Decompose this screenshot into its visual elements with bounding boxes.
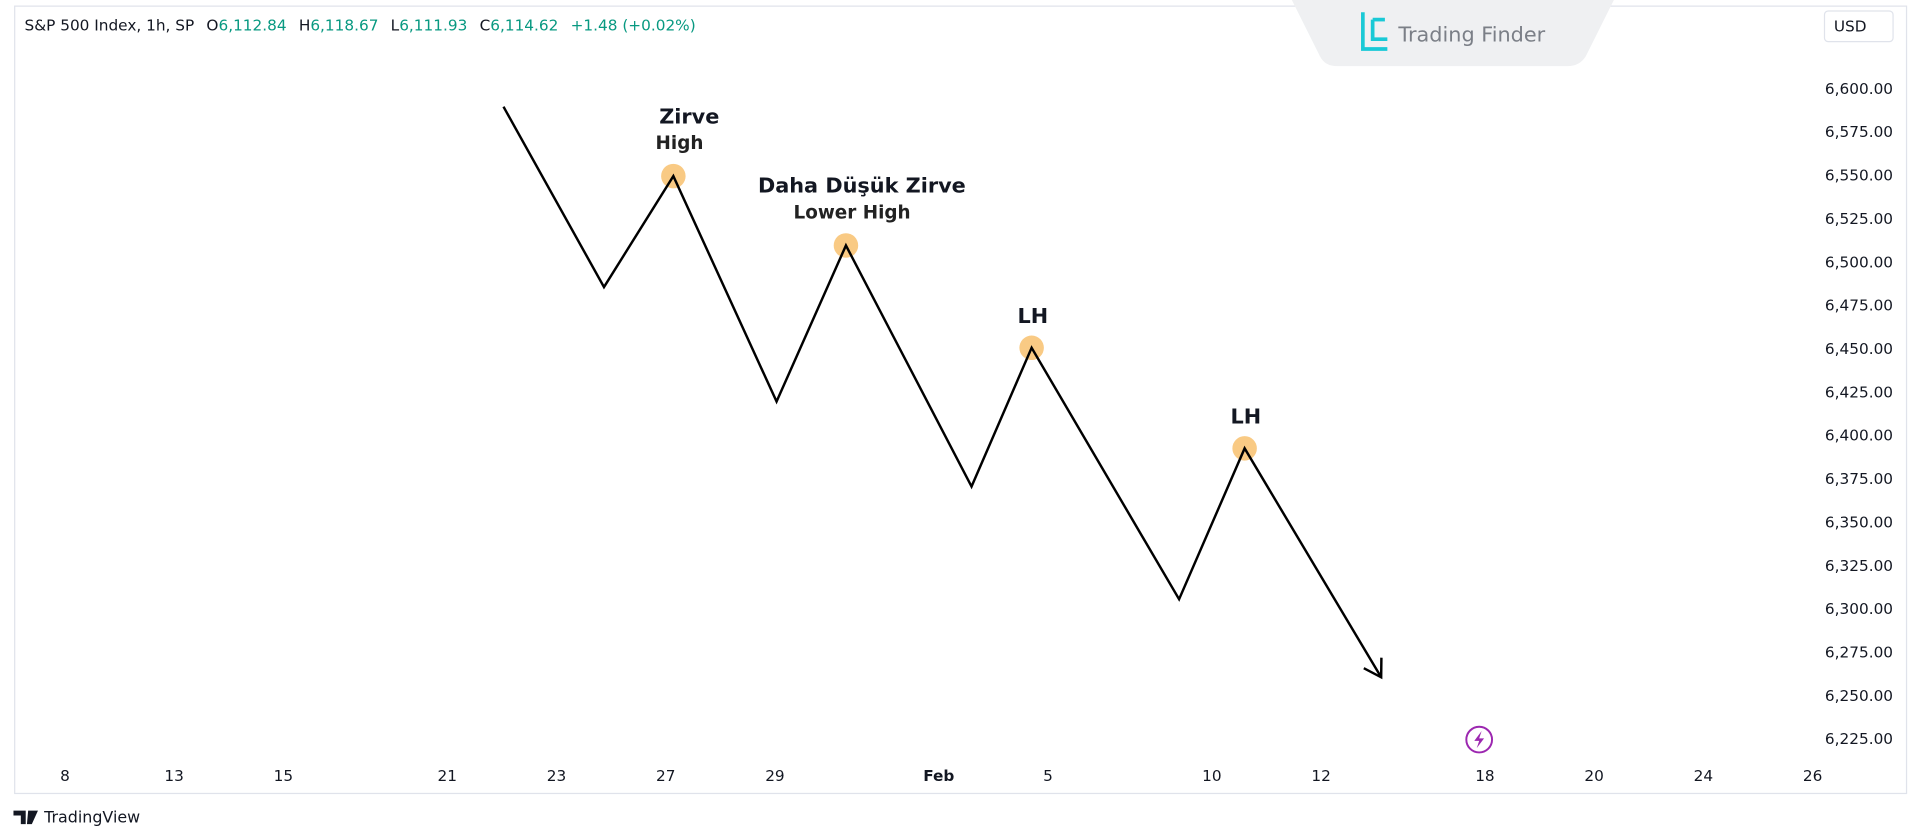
y-tick-label: 6,275.00 <box>1825 643 1893 661</box>
symbol: S&P 500 Index, 1h, SP <box>24 16 194 34</box>
y-tick-label: 6,250.00 <box>1825 687 1893 705</box>
annotation-sub: Lower High <box>794 203 911 224</box>
close-label: C <box>480 16 491 34</box>
open: 6,112.84 <box>218 16 286 34</box>
x-tick-label: Feb <box>923 767 954 785</box>
x-tick-label: 10 <box>1202 767 1221 785</box>
y-tick-label: 6,475.00 <box>1825 297 1893 315</box>
x-tick-label: 27 <box>656 767 675 785</box>
x-tick-label: 8 <box>60 767 70 785</box>
y-tick-label: 6,575.00 <box>1825 123 1893 141</box>
y-tick-label: 6,525.00 <box>1825 210 1893 228</box>
currency[interactable]: USD <box>1834 17 1867 35</box>
y-tick-label: 6,375.00 <box>1825 470 1893 488</box>
currency-box[interactable] <box>1823 10 1894 43</box>
y-tick-label: 6,425.00 <box>1825 383 1893 401</box>
annotation: Zirve <box>659 104 719 128</box>
logo-icon <box>1361 12 1388 51</box>
y-tick-label: 6,225.00 <box>1825 730 1893 748</box>
x-tick-label: 20 <box>1584 767 1603 785</box>
open-label: O <box>206 16 218 34</box>
y-tick-label: 6,400.00 <box>1825 427 1893 445</box>
lightning-icon[interactable] <box>1465 725 1494 754</box>
close: 6,114.62 <box>490 16 558 34</box>
arrow-head <box>1363 657 1383 680</box>
high-label: H <box>299 16 311 34</box>
high: 6,118.67 <box>310 16 378 34</box>
footer-brand: TradingView <box>43 807 140 826</box>
y-tick-label: 6,450.00 <box>1825 340 1893 358</box>
y-tick-label: 6,325.00 <box>1825 557 1893 575</box>
x-tick-label: 13 <box>164 767 183 785</box>
x-tick-label: 26 <box>1803 767 1822 785</box>
change: +1.48 (+0.02%) <box>571 16 696 34</box>
x-tick-label: 24 <box>1694 767 1713 785</box>
y-tick-label: 6,550.00 <box>1825 167 1893 185</box>
logo-text: Trading Finder <box>1397 23 1545 47</box>
x-tick-label: 29 <box>765 767 784 785</box>
legend-line: S&P 500 Index, 1h, SP O6,112.84 H6,118.6… <box>24 16 695 34</box>
price-line <box>502 106 1383 678</box>
x-tick-label: 15 <box>274 767 293 785</box>
annotation: LH <box>1018 304 1049 328</box>
x-tick-label: 12 <box>1311 767 1330 785</box>
y-tick-label: 6,350.00 <box>1825 513 1893 531</box>
x-tick-label: 5 <box>1043 767 1053 785</box>
annotation: LH <box>1231 405 1262 429</box>
y-tick-label: 6,300.00 <box>1825 600 1893 618</box>
x-tick-label: 21 <box>438 767 457 785</box>
annotation-sub: High <box>656 133 704 154</box>
annotation: Daha Düşük Zirve <box>758 174 966 198</box>
low: 6,111.93 <box>399 16 467 34</box>
plot: 6,225.00 6,250.00 6,275.00 6,300.00 6,325.00… <box>60 80 1893 785</box>
x-tick-label: 23 <box>547 767 566 785</box>
y-tick-label: 6,500.00 <box>1825 253 1893 271</box>
tv-logo <box>13 810 38 825</box>
x-tick-label: 18 <box>1475 767 1494 785</box>
chart-frame <box>14 5 1908 795</box>
y-tick-label: 6,600.00 <box>1825 80 1893 98</box>
low-label: L <box>391 16 400 34</box>
